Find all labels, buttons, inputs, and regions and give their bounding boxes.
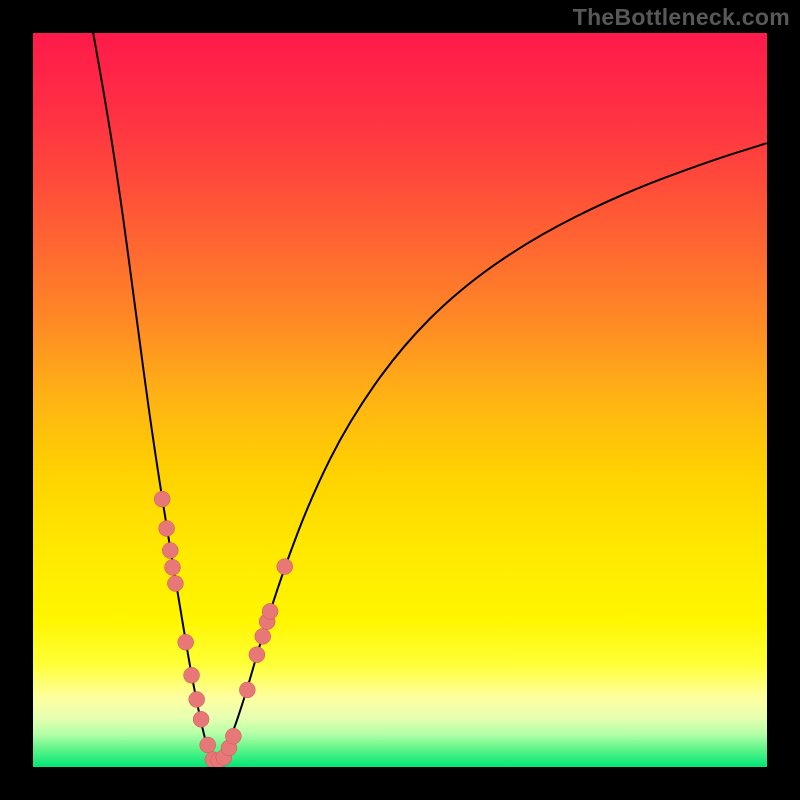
plot-area: [33, 33, 767, 767]
data-marker: [162, 542, 178, 558]
data-marker: [277, 559, 293, 575]
data-marker: [154, 491, 170, 507]
data-marker: [167, 576, 183, 592]
data-marker: [239, 682, 255, 698]
markers-layer: [33, 33, 767, 767]
chart-container: TheBottleneck.com: [0, 0, 800, 800]
data-marker: [200, 737, 216, 753]
data-marker: [159, 520, 175, 536]
data-marker: [255, 628, 271, 644]
data-marker: [189, 691, 205, 707]
data-marker: [225, 728, 241, 744]
data-marker: [249, 647, 265, 663]
data-marker: [193, 711, 209, 727]
data-marker: [262, 603, 278, 619]
data-marker: [178, 634, 194, 650]
data-marker: [164, 559, 180, 575]
data-marker: [184, 667, 200, 683]
watermark-text: TheBottleneck.com: [573, 4, 790, 31]
